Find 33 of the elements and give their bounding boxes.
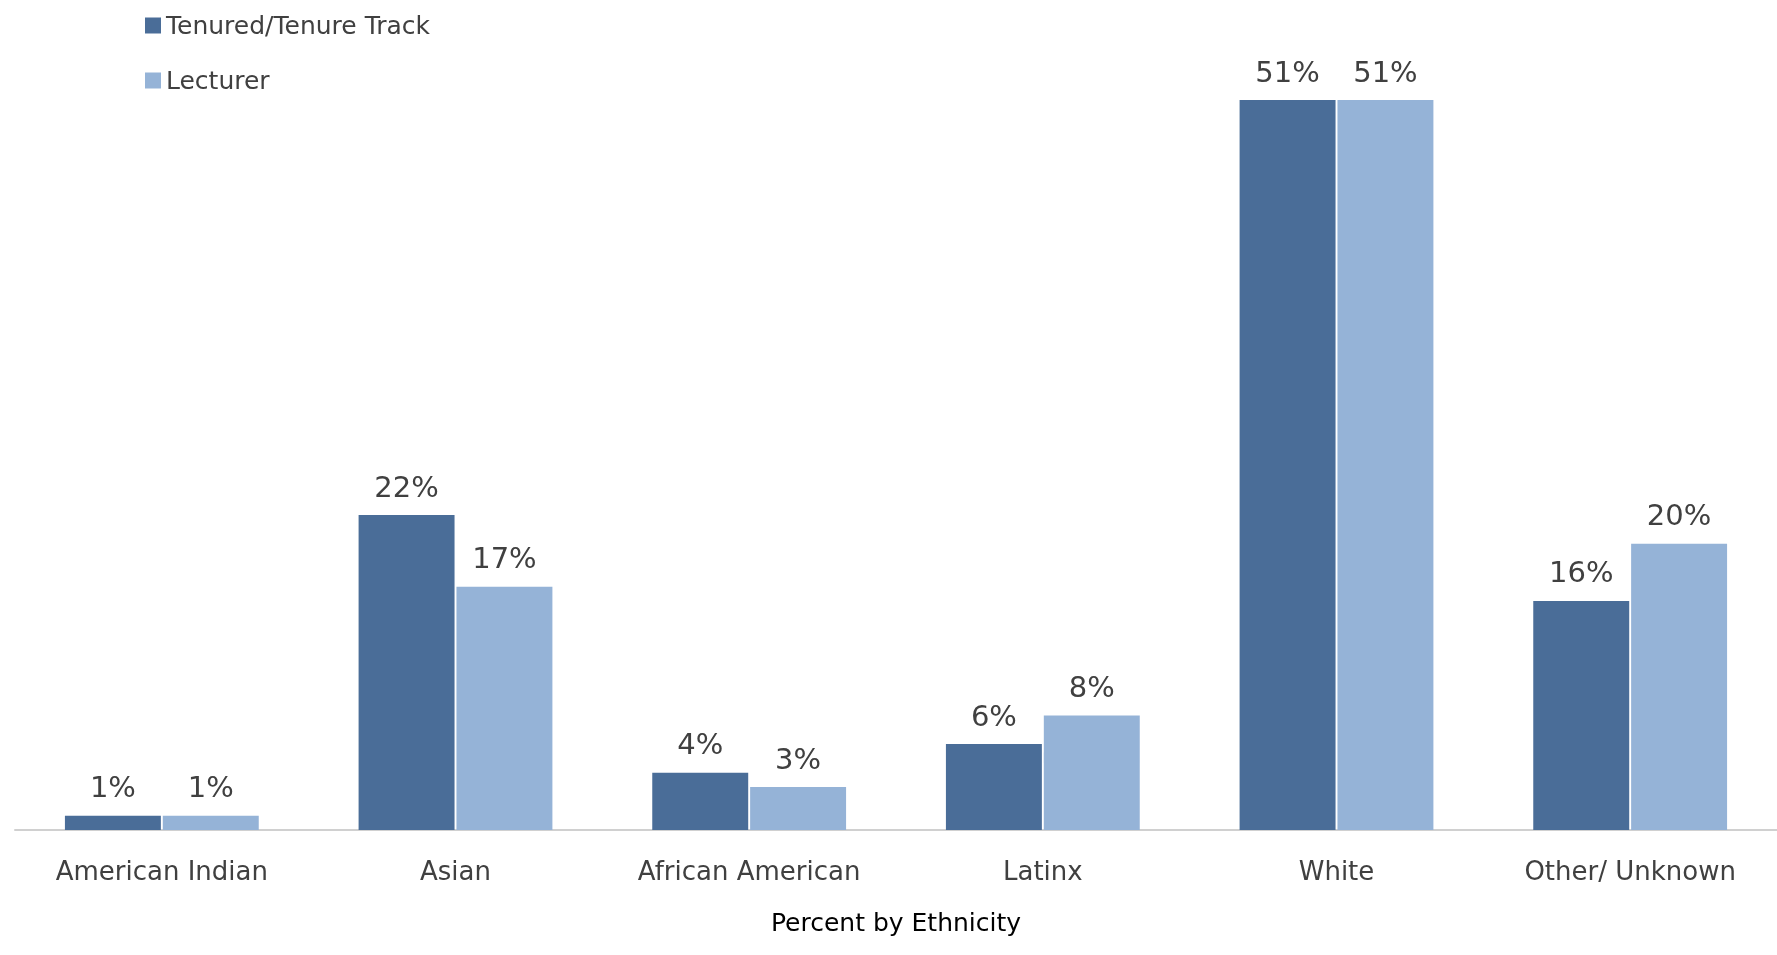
x-tick-label: White	[1298, 856, 1375, 886]
data-label: 3%	[775, 741, 822, 776]
data-label: 22%	[374, 469, 439, 504]
bar	[162, 815, 259, 830]
x-axis-title: Percent by Ethnicity	[770, 908, 1022, 937]
bar	[1043, 715, 1140, 830]
data-label: 20%	[1646, 498, 1712, 533]
legend-label: Tenured/Tenure Track	[165, 11, 431, 40]
data-label: 1%	[187, 770, 234, 805]
data-label: 16%	[1549, 555, 1614, 590]
bar	[1631, 543, 1728, 830]
data-label: 1%	[89, 770, 136, 805]
bar	[750, 787, 847, 830]
legend-label: Lecturer	[166, 66, 271, 95]
data-label: 6%	[970, 698, 1017, 733]
x-tick-label: African American	[637, 856, 861, 886]
bar	[1533, 600, 1630, 830]
x-tick-label: Other/ Unknown	[1524, 856, 1736, 886]
bar	[64, 815, 161, 830]
data-label: 51%	[1353, 54, 1418, 89]
data-label: 8%	[1068, 669, 1115, 704]
x-tick-label: Asian	[420, 856, 491, 886]
x-tick-label: Latinx	[1002, 856, 1083, 886]
data-label: 17%	[472, 541, 537, 576]
bar	[456, 586, 553, 830]
x-tick-label: American Indian	[55, 856, 268, 886]
bar	[1239, 100, 1336, 830]
bar	[652, 772, 749, 830]
data-label: 4%	[677, 727, 724, 762]
bar	[1337, 100, 1434, 830]
bar	[358, 515, 455, 830]
data-label: 51%	[1255, 54, 1320, 89]
bar	[945, 744, 1042, 830]
